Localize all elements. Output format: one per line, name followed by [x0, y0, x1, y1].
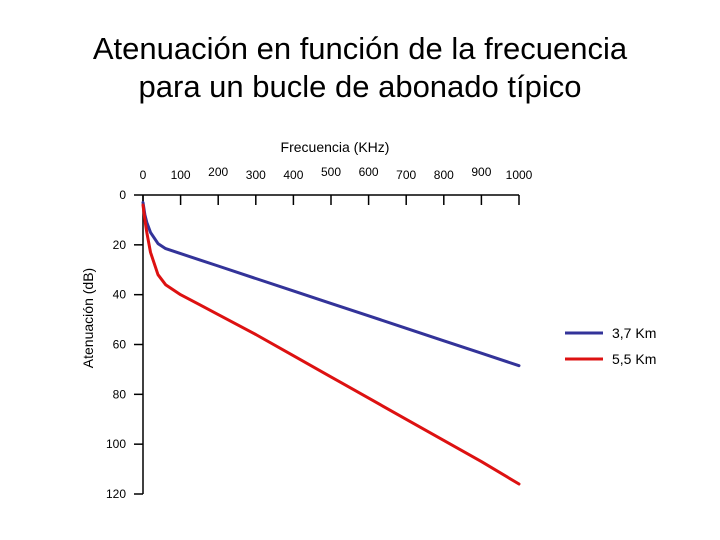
y-axis-title: Atenuación (dB) [80, 268, 96, 368]
axes [142, 194, 519, 494]
x-tick-label: 300 [246, 168, 266, 182]
series-line-1 [141, 201, 521, 368]
x-ticks: 0 100 200 300 400 500 600 700 800 900 1000 [140, 165, 533, 205]
y-tick-label: 40 [113, 288, 127, 302]
chart-title-line-1: Atenuación en función de la frecuencia [92, 31, 628, 66]
x-axis-title: Frecuencia (KHz) [281, 139, 390, 155]
x-tick-label: 600 [359, 165, 379, 179]
x-tick-label: 1000 [506, 168, 533, 182]
y-ticks: 0 20 40 60 80 100 120 [106, 188, 143, 501]
x-tick-label: 900 [471, 165, 491, 179]
legend: 3,7 Km 5,5 Km [565, 325, 656, 367]
y-tick-label: 0 [119, 188, 126, 202]
x-tick-label: 800 [434, 168, 454, 182]
y-tick-label: 100 [106, 437, 126, 451]
x-tick-label: 200 [208, 165, 228, 179]
series-lines [141, 201, 521, 486]
x-tick-label: 700 [396, 168, 416, 182]
x-tick-label: 500 [321, 165, 341, 179]
x-tick-label: 100 [171, 168, 191, 182]
chart-title: Atenuación en función de la frecuencia p… [0, 30, 720, 106]
series-line-2 [141, 203, 521, 486]
y-tick-label: 20 [113, 238, 127, 252]
x-tick-label: 0 [140, 168, 147, 182]
y-tick-label: 60 [113, 338, 127, 352]
legend-label: 3,7 Km [612, 325, 656, 341]
legend-label: 5,5 Km [612, 351, 656, 367]
x-tick-label: 400 [283, 168, 303, 182]
chart-title-line-2: para un bucle de abonado típico [138, 69, 582, 104]
y-tick-label: 120 [106, 487, 126, 501]
y-tick-label: 80 [113, 387, 127, 401]
